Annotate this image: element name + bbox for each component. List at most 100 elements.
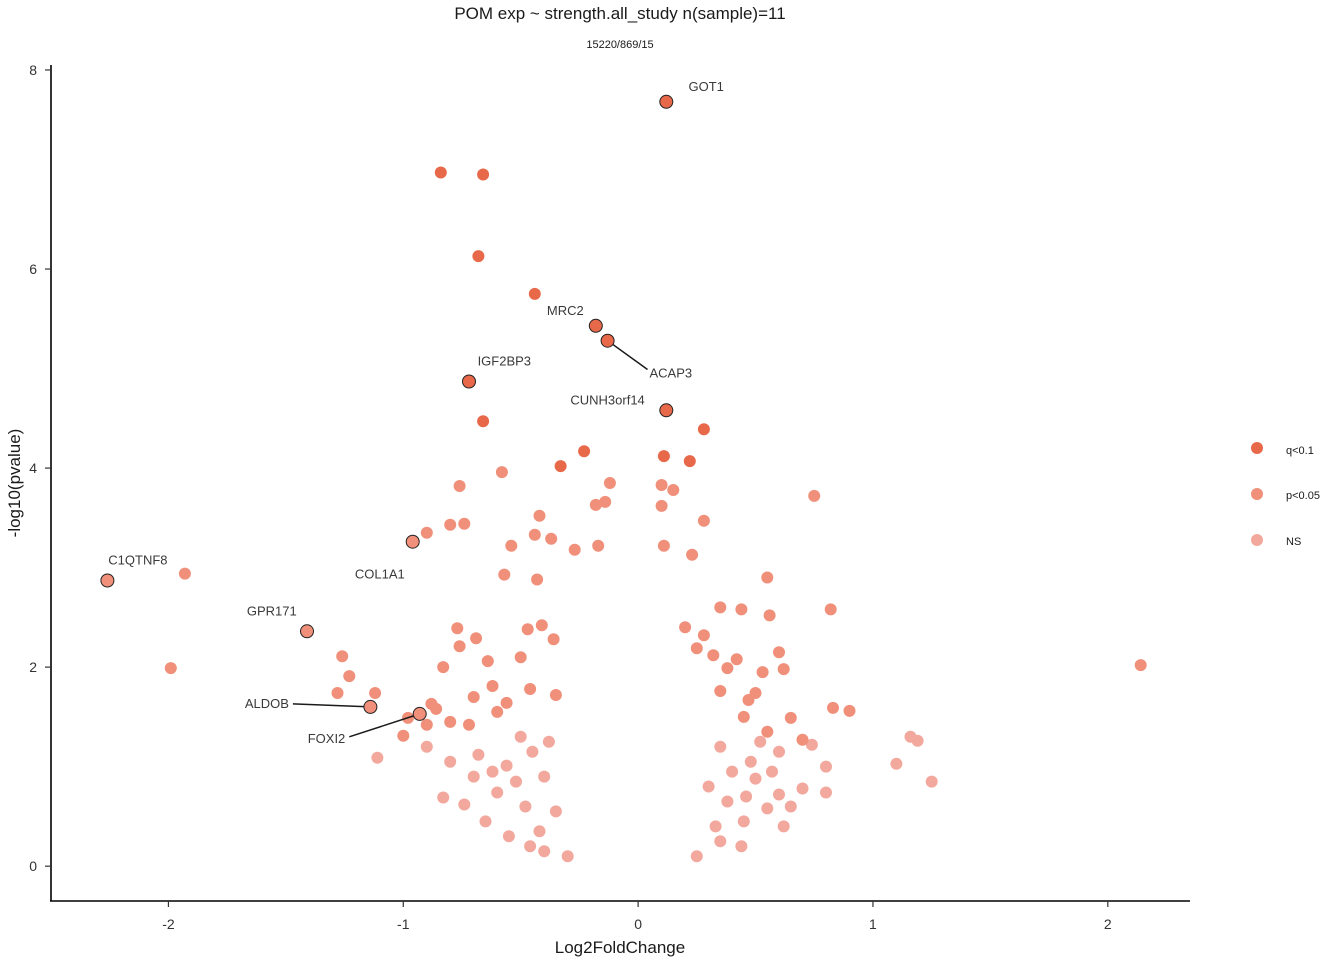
p-point xyxy=(524,683,537,695)
ns-point xyxy=(420,740,433,753)
y-tick-label: 2 xyxy=(29,659,37,675)
p-point xyxy=(514,651,527,664)
ns-point xyxy=(524,840,537,853)
x-tick-label: -1 xyxy=(397,916,410,932)
gene-point-col1a1 xyxy=(405,534,420,549)
ns-point xyxy=(820,760,832,773)
p-point xyxy=(444,715,457,728)
p-point xyxy=(655,499,668,512)
ns-point xyxy=(542,735,555,748)
p-point xyxy=(603,477,616,489)
gene-label-aldob: ALDOB xyxy=(245,696,289,711)
gene-label-foxi2: FOXI2 xyxy=(308,731,346,746)
p-point xyxy=(773,646,785,659)
ns-point xyxy=(744,755,757,768)
x-tick-label: 2 xyxy=(1104,916,1112,932)
p-point xyxy=(500,696,513,709)
ns-point xyxy=(911,734,924,747)
legend: q<0.1 p<0.05 NS xyxy=(1251,442,1320,548)
q-point xyxy=(578,445,591,458)
p-point xyxy=(498,568,511,581)
x-tick-label: 1 xyxy=(869,916,877,932)
p-point xyxy=(714,601,727,614)
ns-point xyxy=(714,835,727,848)
ns-point xyxy=(472,748,485,761)
y-axis-title: -log10(pvalue) xyxy=(5,429,24,538)
ns-point xyxy=(761,802,774,815)
p-point xyxy=(545,532,558,545)
legend-swatch-ns xyxy=(1251,534,1263,546)
ns-point xyxy=(491,786,504,799)
legend-item-p: p<0.05 xyxy=(1251,488,1320,502)
gene-label-gpr171: GPR171 xyxy=(247,603,297,618)
p-point xyxy=(463,718,475,731)
gene-label-igf2bp3: IGF2BP3 xyxy=(478,354,531,369)
y-axis-ticks: 0 2 4 6 8 xyxy=(29,62,51,874)
ns-point xyxy=(538,845,551,858)
p-point xyxy=(420,526,433,539)
p-point xyxy=(843,704,856,717)
p-point xyxy=(491,705,504,718)
ns-point xyxy=(561,850,574,863)
legend-label-ns: NS xyxy=(1286,536,1301,548)
label-connectors xyxy=(292,340,648,738)
legend-item-q: q<0.1 xyxy=(1251,442,1314,457)
gene-point-mrc2 xyxy=(588,318,603,333)
gene-point-got1 xyxy=(659,94,674,109)
p-point xyxy=(535,619,548,632)
legend-label-q: q<0.1 xyxy=(1286,445,1314,457)
ns-point xyxy=(777,820,790,833)
p-point xyxy=(495,466,508,479)
p-point xyxy=(742,694,755,706)
p-point xyxy=(796,733,809,746)
gene-label-c1qtnf8: C1QTNF8 xyxy=(108,553,167,568)
p-point xyxy=(369,687,382,699)
ns-point xyxy=(467,770,480,783)
p-point xyxy=(331,687,344,699)
connector-acap3 xyxy=(607,340,648,371)
p-point xyxy=(763,609,776,622)
gene-label-acap3: ACAP3 xyxy=(650,366,693,381)
p-point xyxy=(486,680,499,692)
gene-point-igf2bp3 xyxy=(462,374,476,389)
ns-point xyxy=(721,795,734,808)
p-point xyxy=(589,498,602,511)
gene-point-aldob xyxy=(363,699,378,714)
gene-point-c1qtnf8 xyxy=(100,573,115,588)
q-point xyxy=(683,455,696,468)
ns-point xyxy=(784,800,797,813)
gene-label-col1a1: COL1A1 xyxy=(355,567,405,582)
p-point xyxy=(735,603,748,616)
highlighted-genes xyxy=(100,94,674,721)
gene-label-got1: GOT1 xyxy=(688,79,723,94)
p-point xyxy=(505,539,518,552)
ns-point xyxy=(714,740,727,753)
gene-point-foxi2 xyxy=(412,706,427,721)
ns-point xyxy=(519,800,532,813)
ns-point xyxy=(500,759,513,772)
connector-foxi2 xyxy=(349,713,420,738)
p-point xyxy=(690,642,703,655)
gene-label-mrc2: MRC2 xyxy=(547,303,584,318)
q-point xyxy=(477,415,490,428)
ns-point xyxy=(371,751,384,764)
ns-point xyxy=(709,820,722,833)
p-point xyxy=(808,489,821,502)
series-ns xyxy=(371,730,938,863)
ns-point xyxy=(773,745,785,758)
p-point xyxy=(697,514,710,527)
y-tick-label: 0 xyxy=(29,858,37,874)
ns-point xyxy=(538,770,551,783)
ns-point xyxy=(458,798,471,811)
ns-point xyxy=(820,786,832,799)
p-point xyxy=(721,662,734,675)
q-point xyxy=(477,168,490,181)
p-point xyxy=(453,640,466,653)
y-tick-label: 6 xyxy=(29,261,37,277)
p-point xyxy=(686,548,699,561)
p-point xyxy=(777,663,790,676)
p-point xyxy=(737,710,750,723)
p-point xyxy=(453,480,466,492)
p-point xyxy=(824,603,837,616)
